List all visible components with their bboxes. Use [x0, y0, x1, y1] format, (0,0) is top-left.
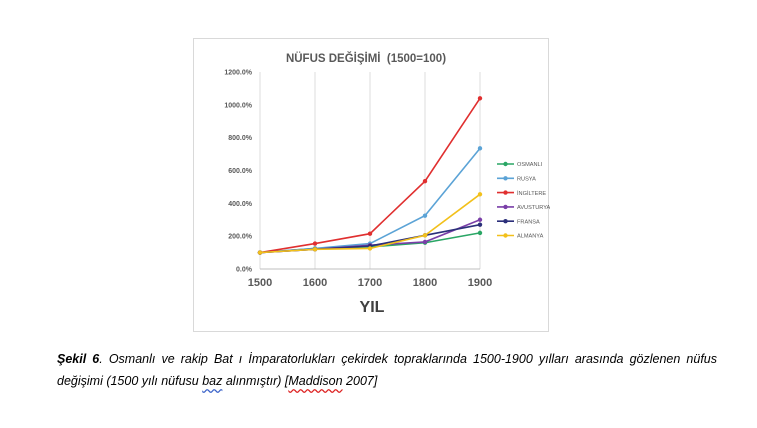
legend-swatch-marker [503, 190, 508, 195]
legend-label: ALMANYA [517, 234, 544, 240]
legend-item: FRANSA [497, 219, 540, 225]
legend-label: FRANSA [517, 219, 540, 225]
data-point [367, 231, 373, 236]
data-point [367, 246, 373, 251]
legend-item: RUSYA [497, 176, 536, 183]
legend-swatch-marker [503, 219, 508, 224]
legend-label: RUSYA [517, 177, 536, 183]
legend-swatch-marker [503, 161, 508, 167]
series-ALMANYA [257, 192, 483, 255]
data-point [312, 241, 318, 246]
y-tick-label: 200.0% [228, 234, 253, 241]
y-tick-label: 400.0% [228, 201, 253, 208]
x-tick-label: 1800 [413, 277, 437, 289]
y-tick-label: 1200.0% [224, 70, 252, 77]
legend-label: AVUSTURYA [517, 205, 550, 211]
x-tick-label: 1700 [358, 277, 382, 289]
legend-swatch-marker [503, 204, 508, 210]
data-point [477, 222, 483, 227]
data-point [422, 213, 428, 218]
data-point [477, 217, 483, 222]
legend-label: İNGİLTERE [517, 190, 546, 197]
x-tick-label: 1500 [248, 277, 272, 289]
legend-swatch-marker [503, 233, 508, 238]
legend-item: İNGİLTERE [497, 190, 546, 197]
data-point [422, 178, 428, 184]
data-point [422, 239, 428, 245]
y-tick-label: 800.0% [228, 135, 253, 142]
series-lines [257, 96, 483, 255]
caption-word-baz: baz [202, 374, 223, 388]
figure-caption: Şekil 6. Osmanlı ve rakip Bat ı İmparato… [57, 348, 717, 392]
legend-label: OSMANLI [517, 162, 543, 168]
caption-text-part-1: . Osmanlı ve rakip Bat ı İmparatorluklar… [57, 352, 717, 388]
x-axis-title: YIL [360, 299, 385, 316]
data-point [477, 96, 483, 101]
x-tick-label: 1600 [303, 277, 327, 289]
caption-word-maddison: Maddison [288, 374, 343, 388]
x-tick-label: 1900 [468, 277, 492, 289]
legend: OSMANLI RUSYA İNGİLTERE AVUSTURYA FRANSA ALMA… [497, 161, 550, 240]
chart-title: NÜFUS DEĞİŞİMİ (1500=100) [286, 52, 446, 65]
data-point [477, 192, 483, 197]
data-point [422, 233, 428, 238]
y-tick-label: 0.0% [236, 267, 253, 274]
data-point [257, 250, 263, 255]
legend-swatch-marker [503, 176, 508, 181]
line-chart: NÜFUS DEĞİŞİMİ (1500=100) 1500 1600 1700 18… [224, 52, 550, 316]
data-point [477, 146, 483, 151]
data-point [477, 230, 483, 236]
axes: 1500 1600 1700 1800 1900 0.0% 200.0% 400.0% 600.… [224, 70, 492, 290]
chart-frame: NÜFUS DEĞİŞİMİ (1500=100) 1500 1600 1700 18… [193, 38, 550, 332]
legend-item: OSMANLI [497, 161, 543, 168]
data-point [312, 247, 318, 252]
caption-label: Şekil 6 [57, 352, 100, 366]
y-tick-label: 1000.0% [224, 102, 252, 109]
caption-text-part-3: 2007] [342, 374, 378, 388]
legend-item: ALMANYA [497, 233, 544, 240]
legend-item: AVUSTURYA [497, 204, 550, 211]
y-tick-label: 600.0% [228, 168, 253, 175]
caption-text-part-2: alınmıştır) [ [222, 374, 289, 388]
